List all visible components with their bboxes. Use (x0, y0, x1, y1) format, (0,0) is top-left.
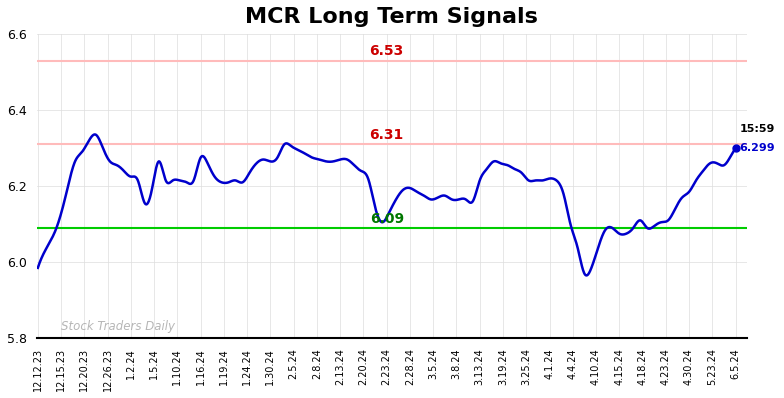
Text: 6.31: 6.31 (369, 128, 404, 142)
Text: 6.299: 6.299 (740, 143, 775, 153)
Text: 15:59: 15:59 (740, 124, 775, 134)
Title: MCR Long Term Signals: MCR Long Term Signals (245, 7, 539, 27)
Text: 6.09: 6.09 (369, 212, 404, 226)
Text: Stock Traders Daily: Stock Traders Daily (61, 320, 175, 332)
Text: 6.53: 6.53 (369, 45, 404, 59)
